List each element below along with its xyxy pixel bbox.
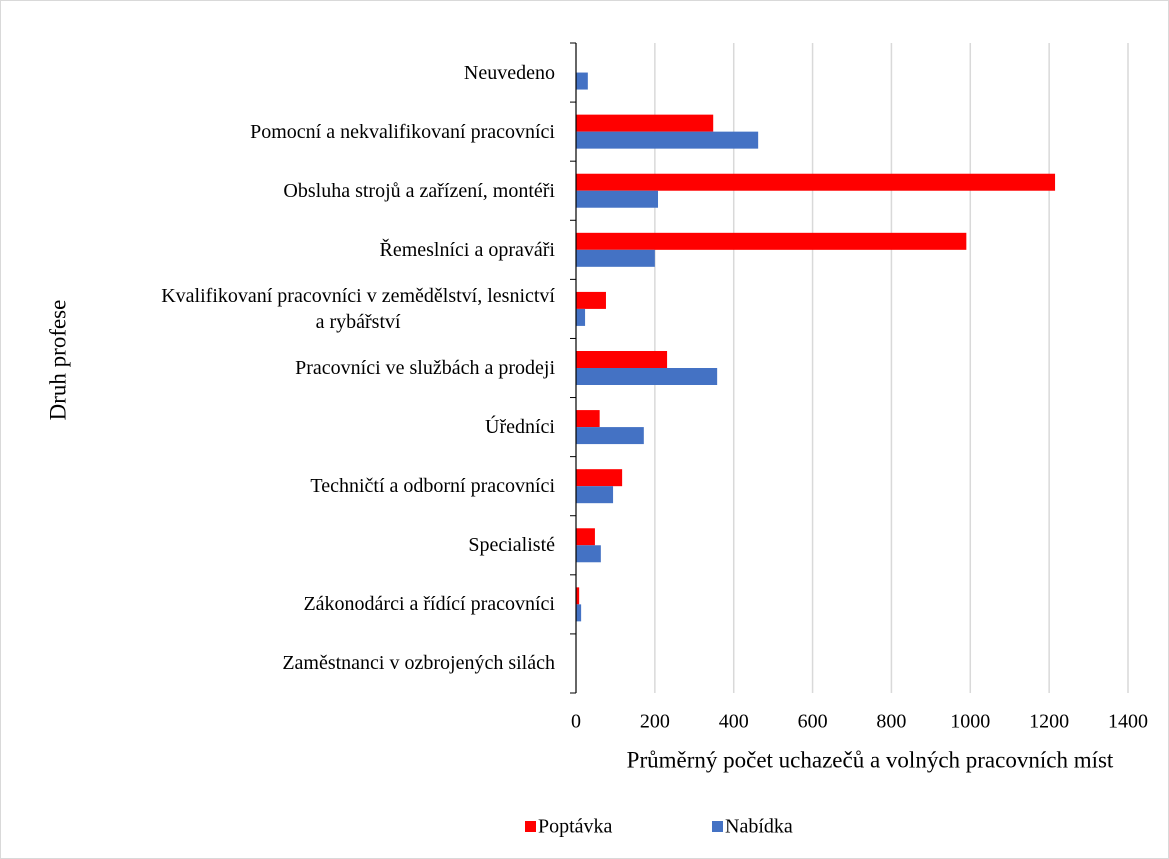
legend-swatch — [712, 821, 723, 832]
bar — [576, 131, 759, 149]
y-tick-label: Obsluha strojů a zařízení, montéři — [283, 179, 555, 202]
x-axis-title: Průměrný počet uchazečů a volných pracov… — [627, 747, 1114, 772]
x-tick-label: 1000 — [950, 711, 990, 733]
y-tick-label: Zákonodárci a řídící pracovníci — [303, 593, 555, 616]
y-tick-label: Pracovníci ve službách a prodeji — [295, 357, 555, 379]
y-tick-label: Techničtí a odborní pracovníci — [310, 475, 555, 498]
legend-swatch — [525, 821, 536, 832]
y-tick-label: Kvalifikovaní pracovníci v zemědělství, … — [161, 284, 555, 333]
bar — [576, 528, 595, 546]
y-axis-title: Druh profese — [45, 300, 70, 421]
x-tick-label: 200 — [640, 711, 670, 733]
bar — [576, 232, 967, 250]
legend-label: Nabídka — [725, 816, 793, 838]
y-tick-label: Řemeslníci a opraváři — [379, 238, 556, 261]
bar — [576, 427, 644, 445]
y-tick-label: Zaměstnanci v ozbrojených silách — [282, 652, 555, 675]
y-tick-label: Pomocní a nekvalifikovaní pracovníci — [250, 120, 555, 143]
bar — [576, 190, 659, 208]
x-tick-label: 1400 — [1108, 711, 1148, 733]
y-tick-label: Neuvedeno — [463, 61, 555, 84]
x-tick-label: 0 — [571, 711, 581, 733]
bar — [576, 604, 582, 622]
x-tick-label: 600 — [798, 711, 828, 733]
bar — [576, 249, 655, 267]
legend-label: Poptávka — [538, 816, 613, 838]
bar — [576, 308, 586, 326]
y-tick-label: Úředníci — [485, 416, 555, 439]
bar — [576, 173, 1056, 191]
x-tick-label: 400 — [719, 711, 749, 733]
bar — [576, 114, 714, 132]
x-tick-label: 800 — [876, 711, 906, 733]
bar — [576, 72, 588, 90]
bar — [576, 545, 601, 563]
y-tick-label: Specialisté — [468, 534, 555, 557]
bar — [576, 587, 580, 605]
bar — [576, 351, 668, 368]
bar — [576, 410, 600, 428]
x-tick-label: 1200 — [1029, 711, 1069, 733]
bar — [576, 291, 606, 309]
bar — [576, 486, 614, 504]
bar — [576, 368, 718, 385]
bar — [576, 469, 623, 487]
